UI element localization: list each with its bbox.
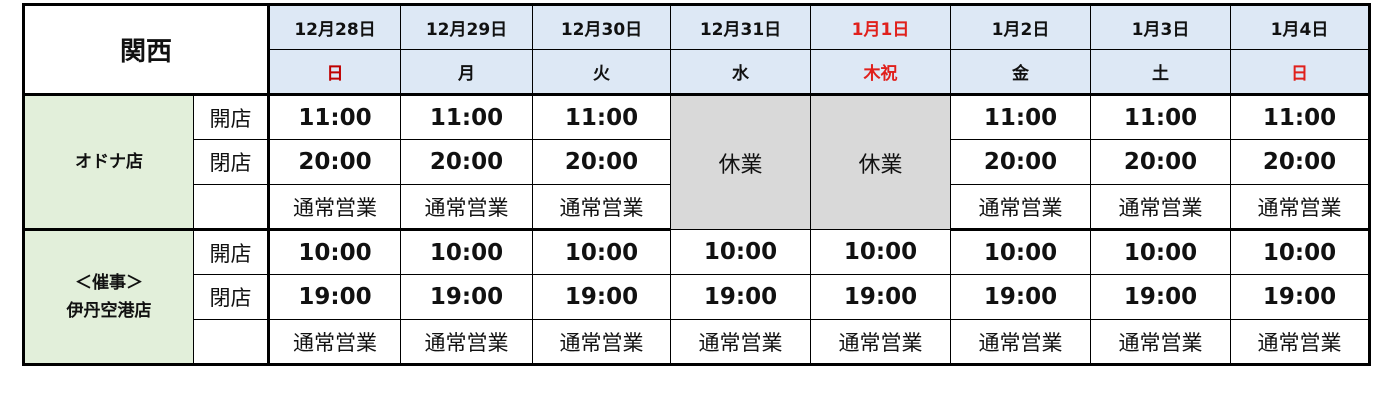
open-time: 10:00 (670, 229, 811, 275)
table-row: 通常営業 通常営業 通常営業 通常営業 通常営業 通常営業 (24, 184, 1370, 231)
status-note: 通常営業 (950, 184, 1091, 231)
date-cell: 12月28日 (268, 4, 401, 50)
table-row: 閉店 19:00 19:00 19:00 19:00 19:00 19:00 19:00 19:… (24, 274, 1370, 320)
weekday-cell: 日 (268, 49, 401, 96)
weekday-cell: 火 (532, 49, 671, 96)
date-cell: 1月3日 (1090, 4, 1231, 50)
close-time: 19:00 (268, 274, 401, 320)
empty-label (193, 184, 270, 231)
status-note: 通常営業 (670, 319, 811, 366)
status-note: 通常営業 (950, 319, 1091, 366)
table-row: オドナ店 開店 11:00 11:00 11:00 休業 休業 11:00 11:00 11:00 (23, 94, 1370, 231)
close-time: 19:00 (670, 274, 811, 320)
date-cell: 12月30日 (532, 4, 671, 50)
close-time: 20:00 (268, 139, 401, 185)
closed-cell: 休業 (670, 94, 811, 230)
close-time: 20:00 (950, 139, 1091, 185)
status-note: 通常営業 (1230, 319, 1370, 366)
store-name-line: 伊丹空港店 (66, 301, 152, 321)
date-cell: 12月31日 (670, 4, 811, 50)
open-label: 開店 (193, 229, 270, 275)
store-name-line: ＜催事＞ (75, 273, 143, 293)
open-time: 10:00 (810, 229, 951, 275)
open-time: 11:00 (268, 94, 401, 140)
close-time: 20:00 (532, 139, 671, 185)
open-time: 11:00 (1090, 94, 1231, 140)
open-time: 10:00 (1090, 229, 1231, 275)
header-weekday-row: 日月火水木祝金土日 (24, 49, 1370, 96)
close-time: 20:00 (1090, 139, 1231, 185)
status-note: 通常営業 (532, 319, 671, 366)
close-label: 閉店 (193, 274, 270, 320)
date-cell: 12月29日 (400, 4, 533, 50)
status-note: 通常営業 (810, 319, 951, 366)
store-name: オドナ店 (23, 94, 194, 231)
close-time: 19:00 (950, 274, 1091, 320)
store-name-line: オドナ店 (75, 152, 143, 172)
open-time: 11:00 (950, 94, 1091, 140)
weekday-cell: 月 (400, 49, 533, 96)
table-row: ＜催事＞ 伊丹空港店 開店 10:00 10:00 10:00 10:00 10:00 10:0… (23, 229, 1370, 366)
weekday-cell: 金 (950, 49, 1091, 96)
status-note: 通常営業 (268, 319, 401, 366)
close-label: 閉店 (193, 139, 270, 185)
status-note: 通常営業 (268, 184, 401, 231)
open-time: 11:00 (400, 94, 533, 140)
header-date-row: 関西 12月28日 12月29日 12月30日 12月31日 1月1日 1月2日 1月3日 1月… (23, 4, 1370, 96)
date-cell: 1月2日 (950, 4, 1091, 50)
weekday-cell: 木祝 (810, 49, 951, 96)
open-time: 11:00 (1230, 94, 1370, 140)
close-time: 19:00 (400, 274, 533, 320)
status-note: 通常営業 (400, 319, 533, 366)
open-label: 開店 (193, 94, 270, 140)
open-time: 10:00 (400, 229, 533, 275)
region-title: 関西 (23, 4, 270, 96)
open-time: 10:00 (1230, 229, 1370, 275)
close-time: 19:00 (810, 274, 951, 320)
status-note: 通常営業 (532, 184, 671, 231)
status-note: 通常営業 (1090, 184, 1231, 231)
weekday-cell: 土 (1090, 49, 1231, 96)
weekday-cell: 日 (1230, 49, 1370, 96)
table-row: 通常営業 通常営業 通常営業 通常営業 通常営業 通常営業 通常営業 通常営業 (24, 319, 1370, 366)
open-time: 10:00 (950, 229, 1091, 275)
close-time: 19:00 (1230, 274, 1370, 320)
open-time: 10:00 (268, 229, 401, 275)
close-time: 19:00 (532, 274, 671, 320)
status-note: 通常営業 (1230, 184, 1370, 231)
date-cell: 1月1日 (810, 4, 951, 50)
date-cell: 1月4日 (1230, 4, 1370, 50)
open-time: 11:00 (532, 94, 671, 140)
status-note: 通常営業 (400, 184, 533, 231)
close-time: 20:00 (1230, 139, 1370, 185)
status-note: 通常営業 (1090, 319, 1231, 366)
close-time: 19:00 (1090, 274, 1231, 320)
open-time: 10:00 (532, 229, 671, 275)
store-name: ＜催事＞ 伊丹空港店 (23, 229, 194, 366)
weekday-cell: 水 (670, 49, 811, 96)
close-time: 20:00 (400, 139, 533, 185)
closed-cell: 休業 (810, 94, 951, 230)
empty-label (193, 319, 270, 366)
business-hours-table: 関西 12月28日 12月29日 12月30日 12月31日 1月1日 1月2日 1月3日 1月… (22, 3, 1371, 366)
